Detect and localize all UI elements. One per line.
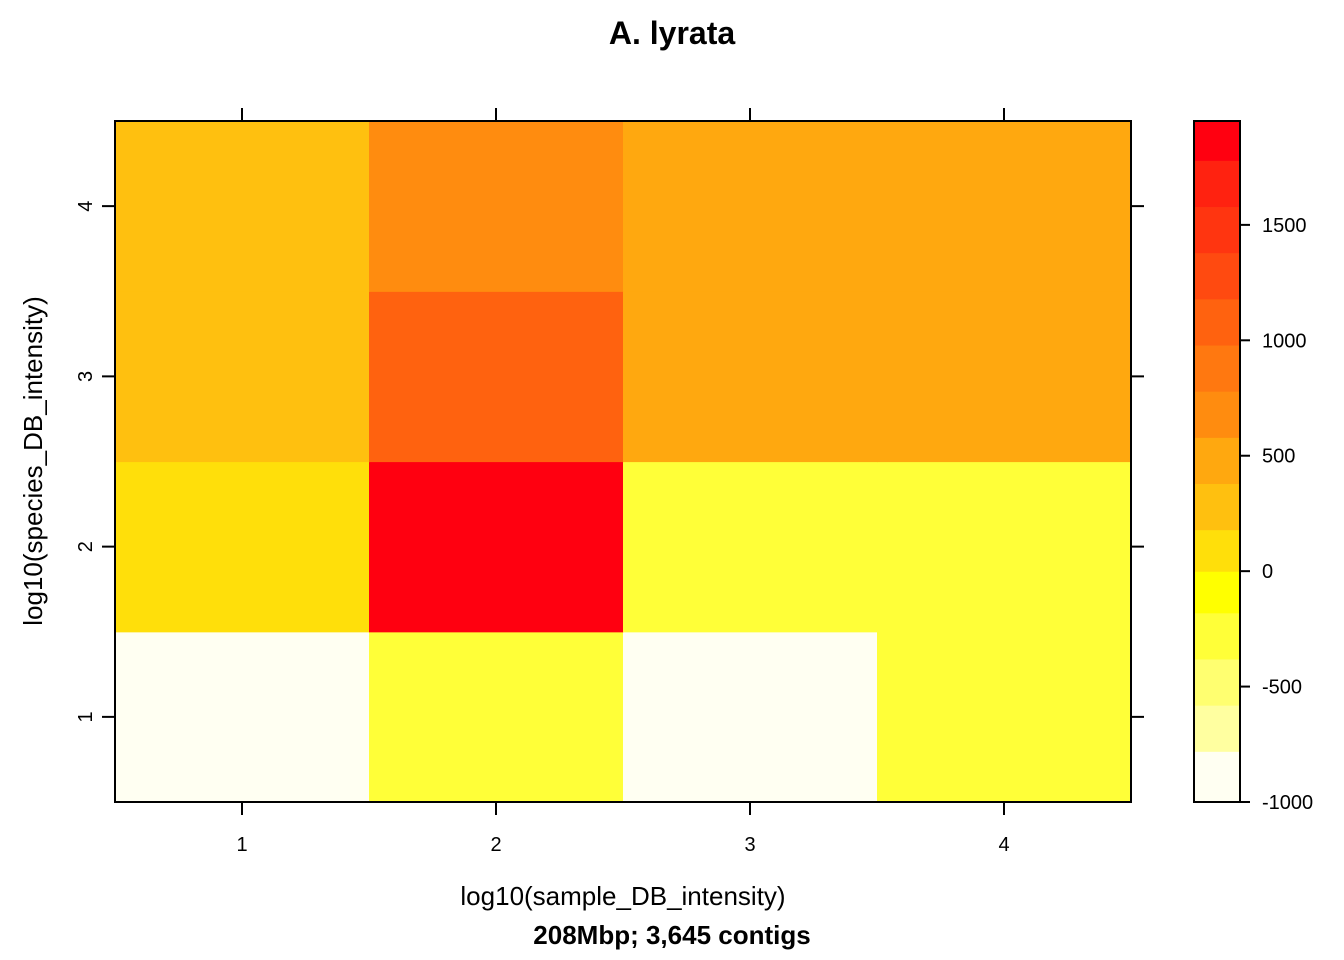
heatmap-cell: [369, 121, 624, 292]
color-key-bin: [1194, 298, 1240, 346]
heatmap-cell: [623, 461, 878, 633]
y-tick-label: 1: [75, 711, 97, 722]
x-tick-label: 2: [490, 834, 501, 856]
heatmap-cell: [369, 631, 624, 803]
plot-frame: [114, 120, 1132, 803]
color-key-bin: [1194, 206, 1240, 254]
heatmap-cell: [369, 461, 624, 633]
color-key-frame: [1193, 120, 1241, 803]
color-key-tick-label: 0: [1262, 561, 1273, 583]
color-key-bin: [1194, 391, 1240, 438]
color-key: -1000 -500 0 500 1000 1500: [1193, 120, 1313, 814]
heatmap-cell: [115, 291, 370, 463]
axes: 1 2 3 4 1 2 3 4: [75, 108, 1144, 856]
y-tick-label: 3: [75, 371, 97, 382]
y-tick-label: 2: [75, 541, 97, 552]
color-key-bin: [1194, 160, 1240, 208]
heatmap-cell: [369, 291, 624, 463]
x-axis-label: log10(sample_DB_intensity): [460, 881, 785, 911]
color-key-tick-label: -500: [1262, 677, 1302, 699]
heatmap-cell: [115, 631, 370, 803]
x-tick-label: 4: [998, 834, 1009, 856]
color-key-bin: [1194, 529, 1240, 572]
heatmap-cell: [877, 631, 1132, 803]
heatmap-cell: [115, 121, 370, 292]
chart-subtitle: 208Mbp; 3,645 contigs: [533, 920, 810, 950]
y-tick-label: 4: [75, 201, 97, 212]
color-key-bin: [1194, 437, 1240, 485]
color-key-bin: [1194, 612, 1240, 660]
color-key-bin: [1194, 252, 1240, 300]
heatmap-cell: [877, 291, 1132, 463]
heatmap-cell: [623, 291, 878, 463]
color-key-bin: [1194, 751, 1240, 803]
heatmap-cell: [115, 461, 370, 633]
heatmap-cell: [877, 121, 1132, 292]
color-key-bin: [1194, 658, 1240, 706]
color-key-tick-label: 500: [1262, 446, 1295, 468]
color-key-bin: [1194, 344, 1240, 392]
heatmap-cell: [623, 121, 878, 292]
color-key-bin: [1194, 121, 1240, 161]
x-tick-label: 1: [236, 834, 247, 856]
chart-title: A. lyrata: [609, 15, 735, 51]
color-key-tick-label: 1000: [1262, 330, 1307, 352]
color-key-bin: [1194, 705, 1240, 752]
y-axis-label: log10(species_DB_intensity): [18, 296, 48, 626]
color-key-bin: [1194, 571, 1240, 614]
color-key-bin: [1194, 483, 1240, 531]
heatmap-cell: [877, 461, 1132, 633]
color-key-tick-label: -1000: [1262, 792, 1313, 814]
x-tick-label: 3: [744, 834, 755, 856]
heatmap-cell: [623, 631, 878, 803]
color-key-tick-label: 1500: [1262, 215, 1307, 237]
heatmap-cells: [115, 121, 1132, 803]
